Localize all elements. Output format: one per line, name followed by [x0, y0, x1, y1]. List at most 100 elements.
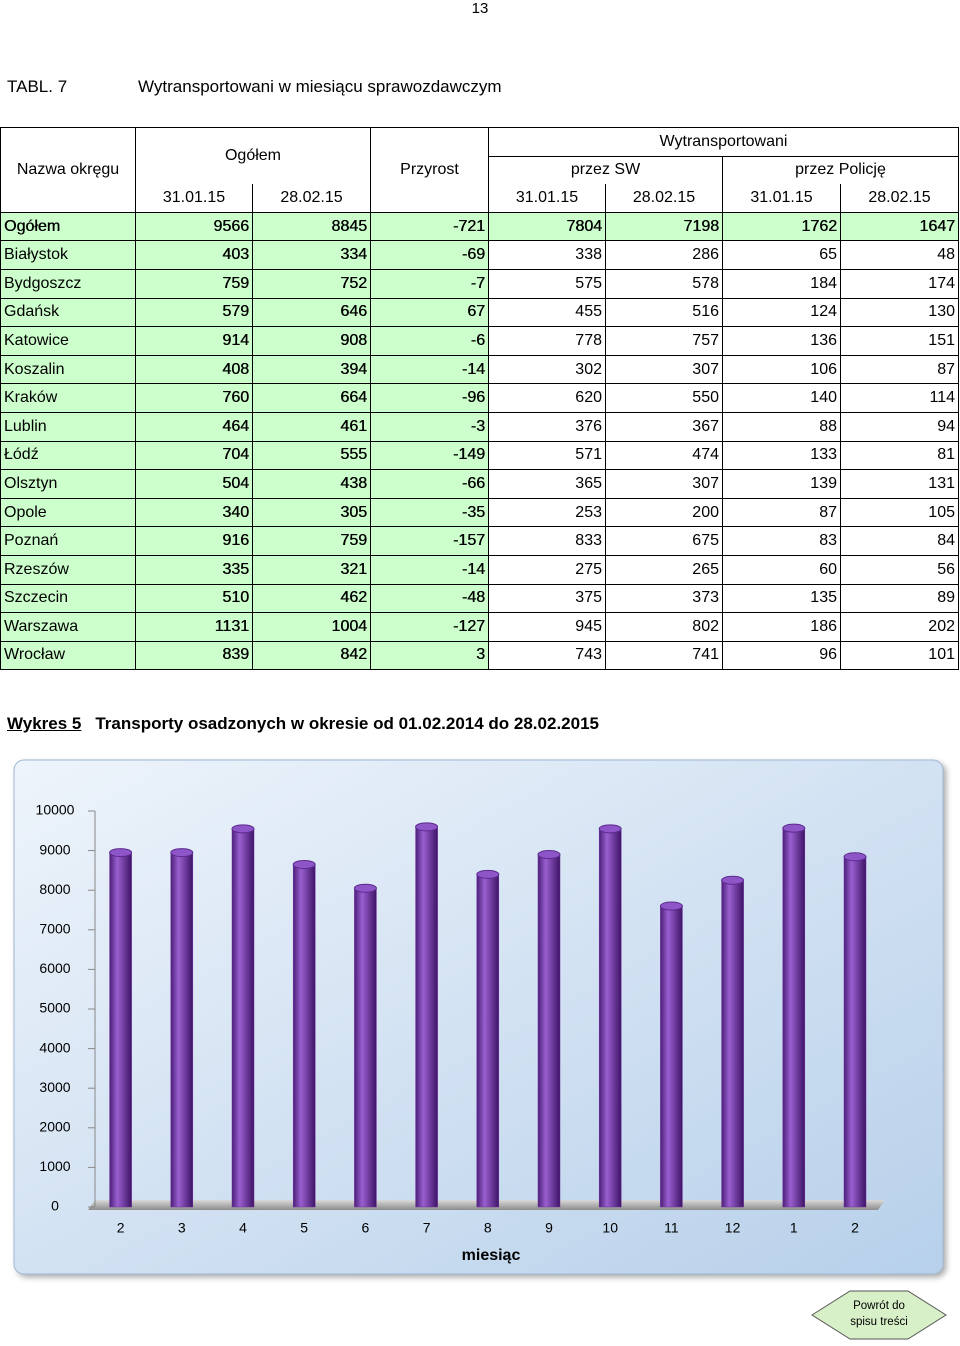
cell: 321 [252, 554, 371, 585]
row-label: Wrocław [0, 640, 136, 671]
table-title: Wytransportowani w miesiącu sprawozdawcz… [138, 77, 502, 96]
cell: 334 [252, 240, 371, 270]
table-row: Wrocław 839 842 3 743 741 96 101 [0, 640, 959, 671]
bar-cap [537, 850, 561, 860]
cell: 7804 [488, 211, 606, 242]
row-label: Gdańsk [0, 297, 136, 328]
table-id: TABL. 7 [7, 77, 68, 96]
cell: 307 [605, 469, 723, 499]
bar-cap [170, 848, 194, 858]
x-tick-label: 3 [178, 1220, 186, 1236]
bar-cap [415, 822, 439, 832]
cell: 646 [252, 297, 371, 328]
header-cell: przez SW [488, 156, 723, 185]
cell: 265 [605, 554, 723, 585]
y-tick-label: 6000 [39, 960, 70, 976]
bar [843, 856, 867, 1208]
cell: 96 [722, 640, 841, 671]
x-tick-label: 5 [300, 1220, 308, 1236]
y-tick-label: 7000 [39, 921, 70, 937]
cell: -7 [370, 268, 489, 299]
cell: 759 [135, 268, 253, 299]
table-row: Kraków 760 664 -96 620 550 140 114 [0, 383, 959, 413]
y-tick-label: 2000 [39, 1119, 70, 1135]
bar [782, 827, 806, 1208]
cell: -127 [370, 612, 489, 642]
bar [476, 874, 500, 1208]
date-header: 31.01.15 [488, 184, 606, 213]
cell: 302 [488, 354, 606, 385]
bar-cap [231, 824, 255, 834]
cell: 89 [840, 583, 959, 614]
row-label: Rzeszów [0, 554, 136, 585]
cell: 408 [135, 354, 253, 385]
y-tick-label: 9000 [39, 841, 70, 857]
bar [660, 905, 683, 1208]
cell: -69 [370, 240, 489, 270]
date-header: 28.02.15 [840, 184, 959, 213]
row-label: Kraków [0, 383, 136, 413]
cell: 124 [722, 297, 841, 328]
x-tick-label: 1 [790, 1220, 798, 1236]
table-row: Ogółem 9566 8845 -721 7804 7198 1762 1647 [0, 211, 959, 242]
y-tick-label: 3000 [39, 1079, 70, 1095]
header-cell: przez Policję [722, 156, 959, 185]
bar [598, 828, 622, 1208]
cell: 94 [840, 411, 959, 442]
cell: 151 [840, 326, 959, 356]
x-axis-label: miesiąc [462, 1247, 521, 1264]
row-label: Opole [0, 497, 136, 528]
cell: 914 [135, 326, 253, 356]
date-header: 31.01.15 [722, 184, 841, 213]
cell: 131 [840, 469, 959, 499]
bar-cap [659, 901, 683, 911]
cell: 3 [370, 640, 489, 671]
cell: 373 [605, 583, 723, 614]
row-label: Bydgoszcz [0, 268, 136, 299]
cell: 394 [252, 354, 371, 385]
row-label: Olsztyn [0, 469, 136, 499]
cell: 945 [488, 612, 606, 642]
cell: 135 [722, 583, 841, 614]
cell: 555 [252, 440, 371, 471]
cell: 83 [722, 526, 841, 556]
cell: 60 [722, 554, 841, 585]
bar [415, 826, 438, 1208]
cell: 908 [252, 326, 371, 356]
cell: 200 [605, 497, 723, 528]
header-cell: Przyrost [370, 127, 489, 213]
header-cell: Nazwa okręgu [0, 127, 136, 213]
x-tick-label: 7 [423, 1220, 431, 1236]
cell: 87 [840, 354, 959, 385]
x-tick-label: 10 [602, 1220, 618, 1236]
nav-label[interactable]: Powrót do spisu treści [850, 1300, 908, 1328]
bar [170, 852, 194, 1208]
cell: -721 [370, 211, 489, 242]
cell: 7198 [605, 211, 723, 242]
bar [354, 887, 377, 1208]
cell: 140 [722, 383, 841, 413]
cell: 455 [488, 297, 606, 328]
table-row: Szczecin 510 462 -48 375 373 135 89 [0, 583, 959, 614]
bar [721, 880, 744, 1208]
x-tick-label: 2 [117, 1220, 125, 1236]
cell: -48 [370, 583, 489, 614]
cell: 571 [488, 440, 606, 471]
table-row: Gdańsk 579 646 67 455 516 124 130 [0, 297, 959, 328]
y-tick-label: 1000 [39, 1158, 70, 1174]
x-tick-label: 11 [664, 1220, 679, 1236]
date-header: 28.02.15 [605, 184, 723, 213]
bar-cap [292, 859, 316, 869]
bar [537, 854, 561, 1208]
bar-cap [843, 852, 867, 862]
y-tick-label: 0 [51, 1198, 59, 1214]
cell: 87 [722, 497, 841, 528]
table-row: Warszawa 1131 1004 -127 945 802 186 202 [0, 612, 959, 642]
bar [109, 852, 132, 1208]
nav-button[interactable]: Powrót do spisu treści [810, 1290, 948, 1340]
cell: -3 [370, 411, 489, 442]
header-cell: Ogółem [135, 127, 371, 185]
cell: 56 [840, 554, 959, 585]
